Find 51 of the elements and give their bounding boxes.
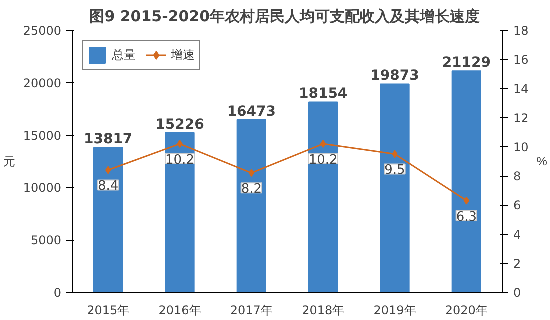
bar (236, 119, 266, 292)
x-tick-label: 2019年 (374, 304, 416, 318)
data-label: 8.4 (98, 179, 119, 194)
legend-label: 总量 (112, 46, 136, 64)
data-label: 15226 (156, 116, 204, 133)
y-tick-label: 25000 (23, 24, 62, 38)
x-tick-label: 2015年 (87, 304, 130, 318)
point (106, 166, 112, 174)
bar (165, 132, 195, 292)
y2-tick-label: 12 (514, 111, 529, 126)
y2-axis-title: % (536, 154, 548, 168)
point (320, 140, 326, 148)
bar (452, 70, 482, 292)
y2-tick-label: 16 (514, 53, 529, 68)
data-label: 9.5 (384, 163, 406, 178)
data-label: 21129 (442, 55, 492, 72)
data-label: 16473 (227, 104, 276, 120)
data-label: 6.3 (456, 210, 478, 225)
y-tick-label: 0 (54, 286, 62, 300)
y2-tick-label: 8 (514, 170, 522, 184)
chart-title: 图9 2015-2020年农村居民人均可支配收入及其增长速度 (90, 8, 480, 26)
data-label: 8.2 (241, 182, 262, 198)
x-tick-label: 2017年 (230, 304, 273, 318)
data-label: 18154 (298, 86, 348, 102)
x-tick-label: 2018年 (302, 304, 345, 318)
y2-tick-label: 0 (514, 286, 522, 300)
y2-tick-label: 10 (514, 140, 529, 154)
y2-tick-label: 2 (514, 256, 522, 271)
point (464, 196, 470, 205)
bar (94, 147, 124, 292)
point (177, 140, 183, 148)
y2-tick-label: 18 (514, 24, 529, 38)
point (392, 150, 398, 158)
y2-tick-label: 4 (514, 228, 522, 242)
y-axis-title: 元 (3, 154, 16, 168)
y2-tick-label: 14 (514, 82, 529, 96)
y-tick-label: 5000 (30, 234, 62, 248)
data-label: 19873 (370, 68, 420, 84)
y2-tick-label: 6 (514, 198, 522, 213)
data-label: 10.2 (308, 153, 338, 168)
y-tick-label: 10000 (23, 181, 62, 196)
y-tick-label: 20000 (23, 76, 62, 90)
data-label: 10.2 (166, 153, 194, 168)
y-tick-label: 15000 (23, 128, 62, 143)
data-label: 13817 (84, 132, 133, 148)
bar (380, 84, 410, 292)
x-tick-label: 2020年 (445, 304, 488, 318)
point (248, 169, 254, 178)
legend-label: 增速 (171, 46, 195, 64)
x-tick-label: 2016年 (158, 304, 202, 318)
bar (308, 102, 338, 292)
